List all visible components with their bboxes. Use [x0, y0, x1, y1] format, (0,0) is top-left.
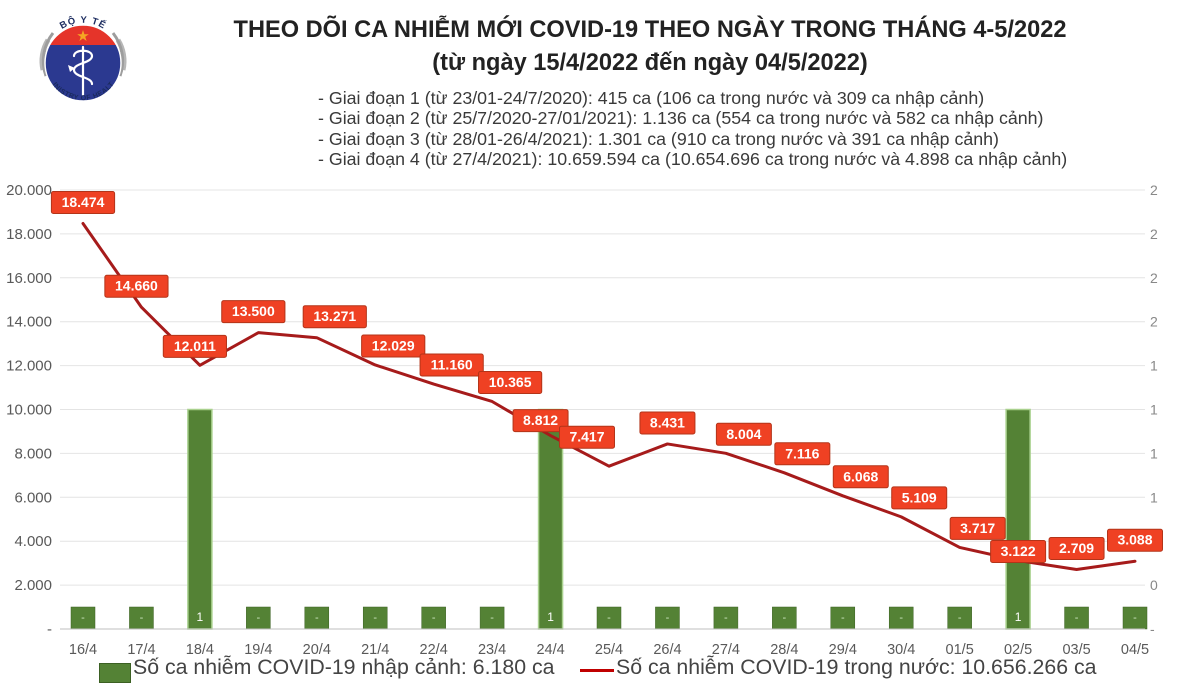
svg-text:13.500: 13.500 [232, 303, 275, 319]
svg-text:14.000: 14.000 [6, 314, 52, 331]
svg-text:8.431: 8.431 [650, 414, 685, 430]
svg-text:-: - [256, 612, 260, 624]
svg-text:7.417: 7.417 [569, 429, 604, 445]
svg-text:8.812: 8.812 [523, 412, 558, 428]
svg-text:10.365: 10.365 [489, 374, 532, 390]
svg-text:8.004: 8.004 [726, 426, 761, 442]
svg-text:-: - [373, 612, 377, 624]
svg-text:-: - [490, 612, 494, 624]
svg-text:18.474: 18.474 [62, 194, 105, 210]
svg-text:-: - [432, 612, 436, 624]
svg-text:0: 0 [1150, 577, 1158, 593]
svg-text:3.122: 3.122 [1001, 543, 1036, 559]
svg-text:2: 2 [1150, 270, 1158, 286]
svg-text:-: - [899, 612, 903, 624]
svg-text:12.029: 12.029 [372, 337, 415, 353]
svg-text:14.660: 14.660 [115, 278, 158, 294]
svg-text:16.000: 16.000 [6, 270, 52, 287]
svg-text:-: - [724, 612, 728, 624]
svg-text:2: 2 [1150, 226, 1158, 242]
svg-text:-: - [81, 612, 85, 624]
svg-text:-: - [47, 621, 52, 638]
svg-text:-: - [1133, 612, 1137, 624]
svg-text:1: 1 [547, 610, 554, 624]
svg-text:1: 1 [1150, 358, 1158, 374]
svg-text:20.000: 20.000 [6, 182, 52, 199]
svg-text:3.088: 3.088 [1117, 532, 1152, 548]
svg-text:-: - [315, 612, 319, 624]
svg-text:12.011: 12.011 [174, 338, 216, 354]
svg-text:-: - [140, 612, 144, 624]
svg-text:2: 2 [1150, 314, 1158, 330]
svg-text:-: - [958, 612, 962, 624]
svg-text:18.000: 18.000 [6, 226, 52, 243]
svg-text:3.717: 3.717 [960, 520, 995, 536]
svg-text:1: 1 [1150, 445, 1158, 461]
svg-text:-: - [666, 612, 670, 624]
svg-text:-: - [841, 612, 845, 624]
svg-text:-: - [1075, 612, 1079, 624]
svg-text:-: - [782, 612, 786, 624]
svg-text:2.709: 2.709 [1059, 540, 1094, 556]
svg-text:4.000: 4.000 [14, 533, 52, 550]
svg-text:04/5: 04/5 [1121, 642, 1149, 658]
svg-text:1: 1 [1150, 402, 1158, 418]
svg-text:1: 1 [1015, 610, 1022, 624]
svg-text:6.068: 6.068 [843, 468, 878, 484]
svg-text:11.160: 11.160 [431, 357, 473, 373]
svg-text:12.000: 12.000 [6, 358, 52, 375]
svg-text:16/4: 16/4 [69, 642, 97, 658]
svg-text:5.109: 5.109 [902, 489, 937, 505]
svg-text:1: 1 [197, 610, 204, 624]
svg-text:2.000: 2.000 [14, 577, 52, 594]
svg-text:1: 1 [1150, 489, 1158, 505]
svg-text:8.000: 8.000 [14, 445, 52, 462]
svg-text:-: - [607, 612, 611, 624]
svg-text:10.000: 10.000 [6, 402, 52, 419]
svg-text:7.116: 7.116 [785, 445, 819, 461]
svg-text:6.000: 6.000 [14, 489, 52, 506]
svg-text:2: 2 [1150, 182, 1158, 198]
svg-text:13.271: 13.271 [313, 308, 356, 324]
svg-text:-: - [1150, 621, 1155, 637]
